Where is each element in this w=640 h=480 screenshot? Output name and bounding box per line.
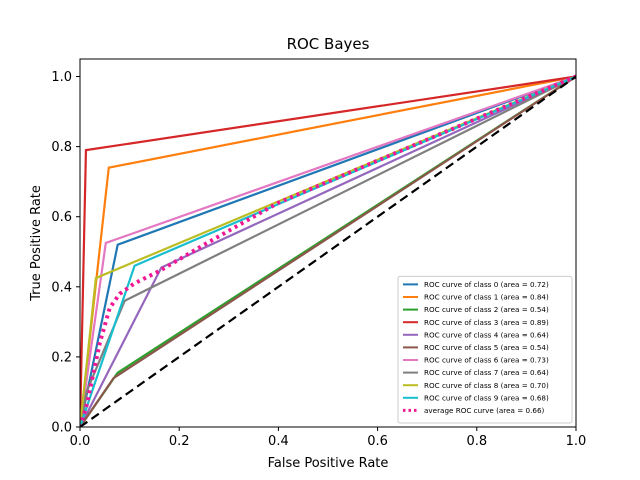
legend-box <box>397 275 573 424</box>
chance-reference-line <box>80 75 576 427</box>
axis-ticks: 0.0 0.2 0.4 0.6 0.8 1.0 0.0 0.2 0.4 0.6 0.8 1.0 <box>51 70 586 449</box>
y-tick-label: 0.8 <box>51 140 72 155</box>
y-tick-label: 0.2 <box>51 350 72 365</box>
roc-series-8 <box>80 75 576 427</box>
legend-entry: ROC curve of class 5 (area = 0.54) <box>424 343 549 352</box>
y-tick-label: 1.0 <box>51 70 72 85</box>
roc-series-6 <box>80 75 576 427</box>
plot-area <box>80 74 576 427</box>
legend-entry: ROC curve of class 9 (area = 0.68) <box>424 393 549 402</box>
y-tick-label: 0.4 <box>51 280 72 295</box>
x-tick-label: 0.8 <box>466 434 487 449</box>
legend-entry: ROC curve of class 4 (area = 0.64) <box>424 330 549 339</box>
x-tick-label: 0.2 <box>169 434 190 449</box>
roc-series-10 <box>80 74 576 427</box>
x-tick-label: 0.0 <box>70 434 91 449</box>
legend-entry: ROC curve of class 3 (area = 0.89) <box>424 318 549 327</box>
x-tick-label: 1.0 <box>566 434 587 449</box>
legend-entry: ROC curve of class 7 (area = 0.64) <box>424 368 549 377</box>
chart-title: ROC Bayes <box>287 35 370 53</box>
legend-entry: ROC curve of class 8 (area = 0.70) <box>424 381 549 390</box>
legend-entry: ROC curve of class 2 (area = 0.54) <box>424 305 549 314</box>
plot-frame <box>79 58 577 428</box>
roc-series-3 <box>80 75 576 427</box>
legend-entry: ROC curve of class 0 (area = 0.72) <box>424 280 549 289</box>
legend-entry: ROC curve of class 1 (area = 0.84) <box>424 293 549 302</box>
x-tick-label: 0.4 <box>268 434 289 449</box>
legend-entry: average ROC curve (area = 0.66) <box>424 406 545 415</box>
roc-series-7 <box>80 75 576 427</box>
y-axis-label: True Positive Rate <box>29 185 44 302</box>
y-tick-label: 0.6 <box>51 210 72 225</box>
x-axis-label: False Positive Rate <box>268 456 389 471</box>
roc-series-4 <box>80 75 576 427</box>
legend: ROC curve of class 0 (area = 0.72) ROC cu… <box>397 275 573 424</box>
legend-entry: ROC curve of class 6 (area = 0.73) <box>424 356 549 365</box>
roc-series-0 <box>80 75 576 427</box>
roc-series-9 <box>80 75 576 427</box>
y-tick-label: 0.0 <box>51 421 72 436</box>
roc-series-5 <box>80 75 576 427</box>
x-tick-label: 0.6 <box>367 434 388 449</box>
